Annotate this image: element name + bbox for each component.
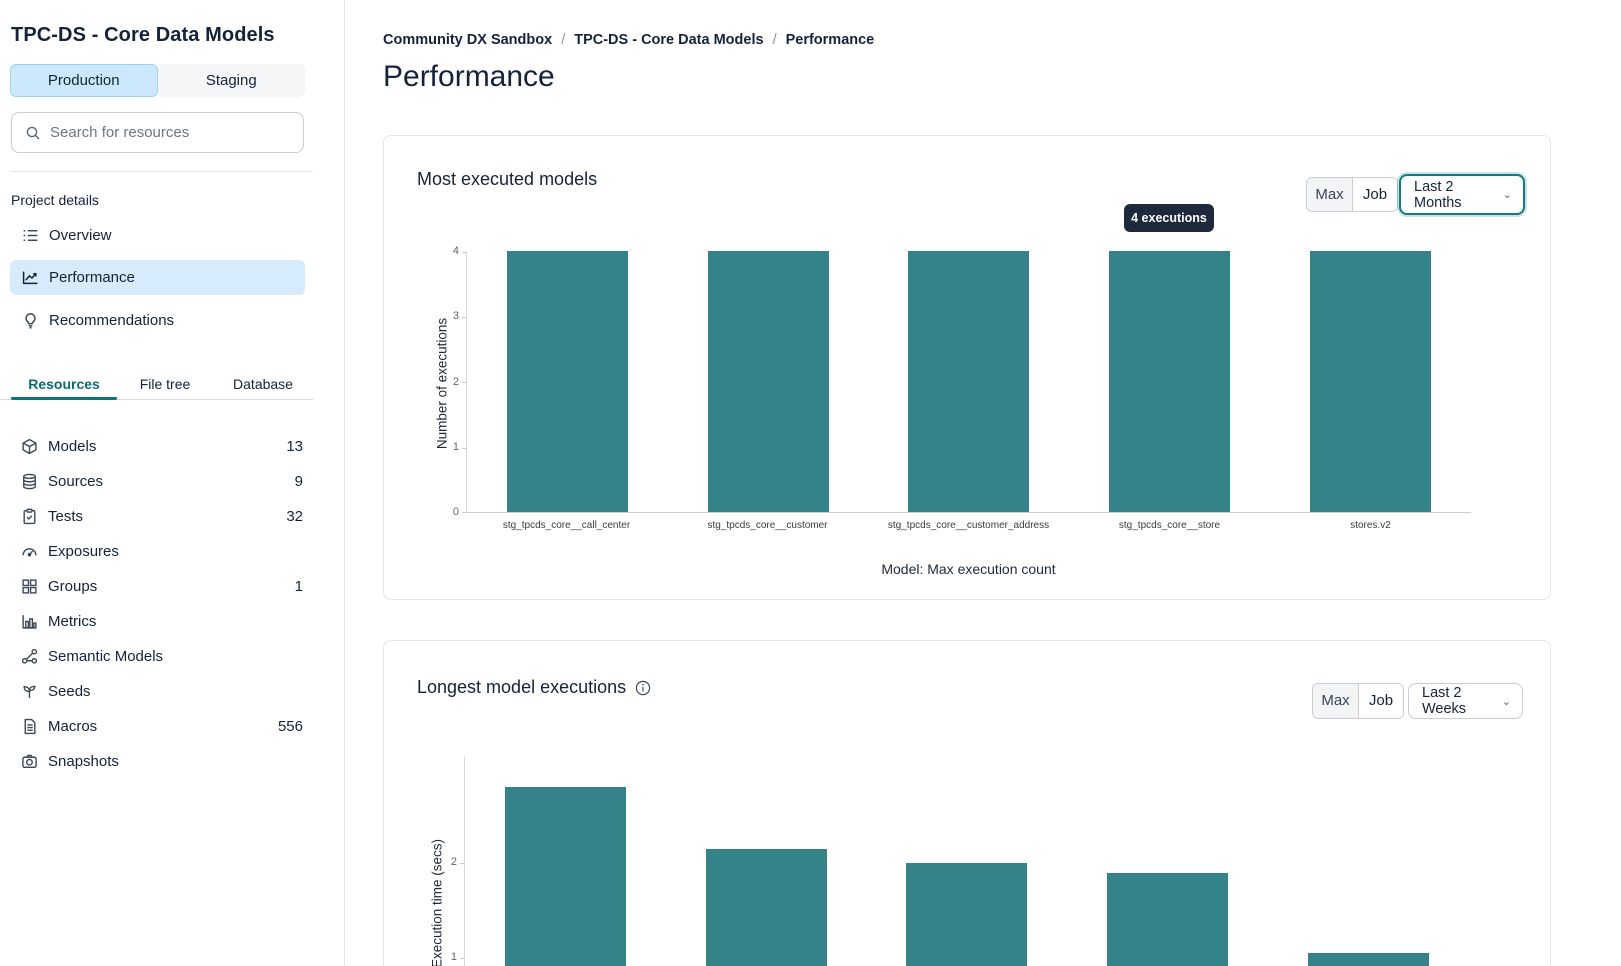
resource-row-semantic-models[interactable]: Semantic Models [11, 639, 303, 674]
camera-icon [21, 753, 38, 770]
x-axis-title: Model: Max execution count [881, 561, 1056, 577]
bar-rank-4[interactable] [1107, 872, 1229, 966]
environment-toggle: Production Staging [10, 64, 305, 97]
resource-count: 9 [294, 473, 303, 490]
resource-list: Models 13 Sources 9 [11, 429, 303, 779]
resource-row-snapshots[interactable]: Snapshots [11, 744, 303, 779]
max-job-toggle: Max Job [1312, 683, 1404, 719]
tab-resources[interactable]: Resources [28, 376, 100, 392]
sidebar-tabs: Resources File tree Database [11, 370, 313, 398]
resource-count: 556 [277, 718, 303, 735]
tab-database[interactable]: Database [233, 376, 293, 392]
env-tab-production[interactable]: Production [10, 64, 158, 97]
x-axis-labels: stg_tpcds_core__call_center stg_tpcds_co… [502, 520, 1391, 531]
resource-row-groups[interactable]: Groups 1 [11, 569, 303, 604]
file-icon [21, 718, 38, 735]
grid-icon [21, 578, 38, 595]
breadcrumb-account[interactable]: Community DX Sandbox [383, 32, 553, 48]
sidebar-item-recommendations[interactable]: Recommendations [10, 303, 305, 338]
page-title: Performance [383, 60, 555, 93]
date-range-select[interactable]: Last 2 Months ⌄ [1399, 174, 1525, 215]
max-button[interactable]: Max [1313, 684, 1359, 718]
env-tab-staging[interactable]: Staging [157, 64, 305, 97]
resource-row-models[interactable]: Models 13 [11, 429, 303, 464]
database-icon [21, 473, 38, 490]
network-icon [21, 648, 38, 665]
breadcrumb: Community DX Sandbox / TPC-DS - Core Dat… [383, 32, 874, 48]
sidebar-divider [11, 171, 313, 172]
bar-stores-v2[interactable] [1310, 251, 1432, 512]
bar-stg-tpcds-core-store[interactable] [1109, 251, 1231, 512]
resource-row-tests[interactable]: Tests 32 [11, 499, 303, 534]
date-range-select[interactable]: Last 2 Weeks ⌄ [1408, 683, 1523, 719]
resource-count: 13 [286, 438, 303, 455]
resource-row-seeds[interactable]: Seeds [11, 674, 303, 709]
sidebar: TPC-DS - Core Data Models Production Sta… [0, 0, 345, 966]
cube-icon [21, 438, 38, 455]
max-job-toggle: Max Job [1306, 177, 1398, 212]
resource-row-macros[interactable]: Macros 556 [11, 709, 303, 744]
resource-search[interactable] [11, 112, 304, 153]
breadcrumb-separator: / [772, 32, 777, 48]
most-executed-models-chart: Number of executions 4 3 2 1 0 [435, 245, 1471, 518]
job-button[interactable]: Job [1353, 178, 1397, 211]
bar-chart-icon [21, 613, 38, 630]
lightbulb-icon [22, 312, 39, 329]
breadcrumb-separator: / [561, 32, 566, 48]
resource-row-metrics[interactable]: Metrics [11, 604, 303, 639]
bar-rank-5[interactable] [1308, 953, 1430, 966]
bar-series [467, 251, 1471, 512]
breadcrumb-current-page: Performance [785, 32, 875, 48]
breadcrumb-project[interactable]: TPC-DS - Core Data Models [574, 32, 764, 48]
max-button[interactable]: Max [1307, 178, 1353, 211]
y-axis-title: Execution time (secs) [429, 838, 445, 966]
longest-executions-chart: Execution time (secs) 2 1 [430, 756, 1469, 966]
info-icon[interactable] [635, 680, 651, 696]
active-tab-indicator [11, 397, 117, 400]
most-executed-models-card: Most executed models Max Job Last 2 Mont… [383, 135, 1551, 600]
bar-rank-2[interactable] [705, 848, 827, 966]
sidebar-item-overview[interactable]: Overview [10, 218, 305, 253]
resource-row-sources[interactable]: Sources 9 [11, 464, 303, 499]
card-title: Most executed models [417, 169, 598, 189]
resource-count: 32 [286, 508, 303, 525]
bar-stg-tpcds-core-customer-address[interactable] [908, 251, 1030, 512]
bar-rank-3[interactable] [906, 863, 1028, 966]
trend-chart-icon [22, 269, 39, 286]
job-button[interactable]: Job [1359, 684, 1403, 718]
card-title: Longest model executions [417, 677, 651, 698]
bar-stg-tpcds-core-call-center[interactable] [506, 251, 628, 512]
project-title: TPC-DS - Core Data Models [11, 24, 275, 46]
clipboard-check-icon [21, 508, 38, 525]
project-details-label: Project details [11, 192, 99, 208]
list-icon [22, 227, 39, 244]
search-input[interactable] [50, 124, 280, 141]
search-icon [26, 126, 40, 139]
chevron-down-icon: ⌄ [1501, 695, 1511, 708]
chart-tooltip: 4 executions [1124, 204, 1214, 232]
longest-model-executions-card: Longest model executions Max Job Last 2 … [383, 640, 1551, 966]
resource-count: 1 [294, 578, 303, 595]
gauge-icon [21, 543, 38, 560]
bar-stg-tpcds-core-customer[interactable] [707, 251, 829, 512]
seedling-icon [21, 683, 38, 700]
tabs-divider [0, 399, 313, 400]
chevron-down-icon: ⌄ [1502, 189, 1512, 201]
resource-row-exposures[interactable]: Exposures [11, 534, 303, 569]
tab-file-tree[interactable]: File tree [139, 376, 191, 392]
bar-rank-1[interactable] [504, 787, 626, 966]
sidebar-item-performance[interactable]: Performance [10, 260, 305, 295]
bar-series [465, 756, 1469, 966]
